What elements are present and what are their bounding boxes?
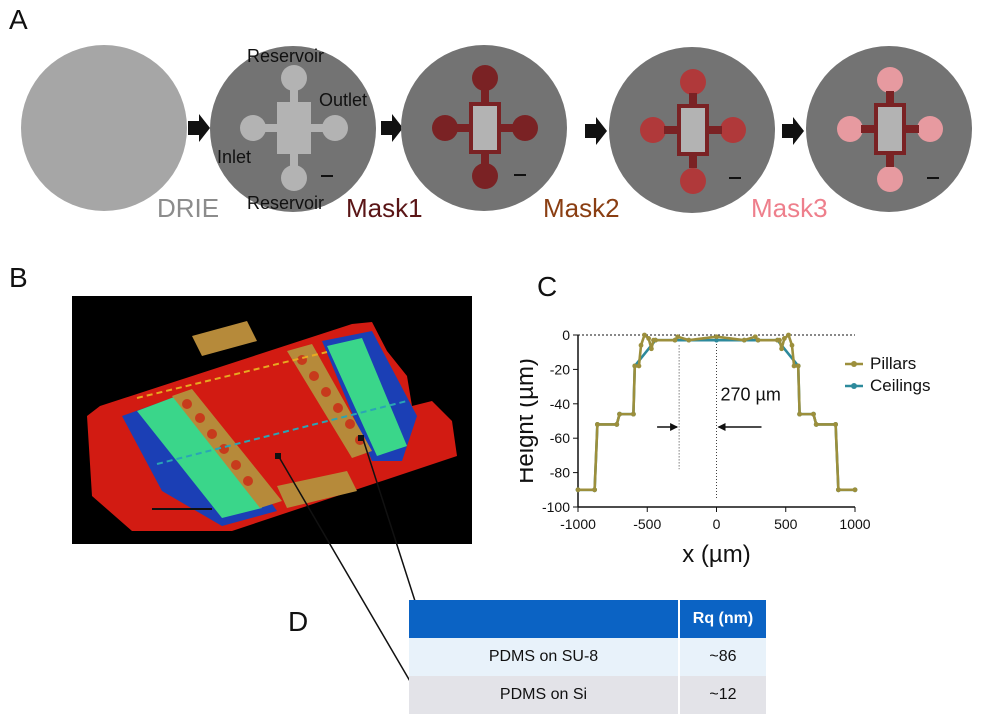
data-point bbox=[781, 336, 787, 341]
scale-bar bbox=[152, 508, 212, 510]
dimension-label: 270 µm bbox=[721, 384, 781, 404]
table-cell-sample: PDMS on SU-8 bbox=[409, 638, 679, 676]
data-point bbox=[714, 334, 719, 340]
data-point bbox=[789, 342, 795, 348]
data-point bbox=[632, 363, 638, 369]
data-point bbox=[646, 336, 652, 341]
y-axis-label: Height (µm) bbox=[520, 358, 539, 484]
table-row: PDMS on Si ~12 bbox=[409, 676, 766, 714]
arrow-icon bbox=[188, 114, 210, 142]
scale-bar bbox=[927, 177, 939, 179]
label-reservoir-top: Reservoir bbox=[247, 46, 325, 66]
data-point bbox=[649, 346, 654, 352]
data-point bbox=[653, 337, 658, 343]
scale-bar bbox=[729, 177, 741, 179]
mask3-layout bbox=[837, 67, 943, 192]
y-tick-label: -40 bbox=[550, 396, 570, 412]
data-point bbox=[672, 337, 678, 343]
arrowhead-right bbox=[717, 423, 726, 432]
table-cell-rq: ~12 bbox=[678, 676, 766, 714]
data-point bbox=[752, 334, 758, 340]
data-point bbox=[741, 337, 747, 343]
data-point bbox=[631, 411, 636, 417]
data-point bbox=[642, 332, 647, 338]
y-tick-label: -80 bbox=[550, 465, 570, 481]
table-row: PDMS on SU-8 ~86 bbox=[409, 638, 766, 676]
height-profile-chart: 0 -20 -40 -60 -80 -100-1000 -500 0 500 1000 x (µm)… bbox=[520, 327, 930, 568]
data-point bbox=[714, 337, 719, 343]
data-point bbox=[636, 363, 642, 369]
table-header-rq: Rq (nm) bbox=[678, 600, 766, 638]
y-tick-label: -20 bbox=[550, 361, 570, 377]
panel-label-d: D bbox=[288, 606, 309, 637]
roughness-table: Rq (nm) PDMS on SU-8 ~86 PDMS on Si ~12 bbox=[409, 600, 766, 714]
panel-label-c: C bbox=[537, 271, 558, 302]
data-point bbox=[786, 332, 791, 338]
pillars-profile-line bbox=[136, 351, 328, 399]
label-reservoir-bottom: Reservoir bbox=[247, 193, 325, 213]
data-point bbox=[755, 337, 761, 343]
data-point bbox=[833, 422, 839, 427]
panel-label-a: A bbox=[9, 4, 28, 35]
data-point bbox=[638, 342, 644, 348]
data-point bbox=[592, 487, 598, 493]
label-inlet: Inlet bbox=[217, 147, 252, 167]
step-label-mask1: Mask1 bbox=[346, 193, 423, 223]
legend-marker bbox=[851, 361, 857, 367]
data-point bbox=[811, 411, 816, 417]
step-label-mask3: Mask3 bbox=[751, 193, 828, 223]
x-tick-label: -1000 bbox=[560, 516, 596, 532]
scale-bar bbox=[321, 175, 333, 177]
arrowhead-left bbox=[670, 423, 679, 432]
step-label-drie: DRIE bbox=[157, 193, 220, 223]
data-point bbox=[779, 346, 784, 352]
y-tick-label: -60 bbox=[550, 430, 570, 446]
data-point bbox=[777, 337, 782, 343]
y-tick-label: 0 bbox=[562, 327, 570, 343]
wafer-blank bbox=[21, 45, 187, 211]
mask1-chamber bbox=[473, 106, 497, 150]
arrow-icon bbox=[585, 117, 607, 145]
data-point bbox=[686, 337, 692, 343]
pillar-row-right bbox=[287, 344, 372, 458]
x-tick-label: 500 bbox=[774, 516, 798, 532]
mask2-layout bbox=[640, 69, 746, 194]
data-point bbox=[835, 487, 841, 493]
channel-layout bbox=[240, 65, 348, 191]
x-tick-label: 0 bbox=[713, 516, 721, 532]
data-point bbox=[795, 363, 801, 369]
y-tick-label: -100 bbox=[542, 499, 570, 515]
ceilings-profile-line bbox=[156, 400, 408, 465]
data-point bbox=[617, 411, 622, 417]
legend-label: Ceilings bbox=[870, 376, 930, 395]
data-point bbox=[594, 422, 600, 427]
data-point bbox=[575, 487, 581, 493]
legend-label: Pillars bbox=[870, 354, 916, 373]
table-header-sample bbox=[409, 600, 679, 638]
data-point bbox=[813, 422, 819, 427]
arrow-icon bbox=[381, 114, 403, 142]
step-label-mask2: Mask2 bbox=[543, 193, 620, 223]
x-tick-label: -500 bbox=[633, 516, 661, 532]
label-outlet: Outlet bbox=[319, 90, 368, 110]
data-point bbox=[614, 422, 620, 427]
x-tick-label: 1000 bbox=[839, 516, 870, 532]
scale-bar bbox=[514, 174, 526, 176]
data-point bbox=[791, 363, 797, 369]
arrow-icon bbox=[782, 117, 804, 145]
data-point bbox=[852, 487, 858, 493]
table-cell-rq: ~86 bbox=[678, 638, 766, 676]
data-point bbox=[797, 411, 802, 417]
data-point bbox=[675, 334, 681, 340]
x-axis-label: x (µm) bbox=[682, 541, 750, 568]
legend-marker bbox=[851, 383, 857, 389]
panel-label-b: B bbox=[9, 262, 28, 293]
panel-a-wafers bbox=[21, 45, 972, 213]
surface-3d-image bbox=[72, 296, 472, 544]
table-cell-sample: PDMS on Si bbox=[409, 676, 679, 714]
